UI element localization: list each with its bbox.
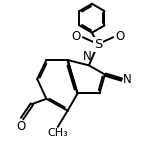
Text: S: S bbox=[94, 38, 102, 51]
Text: O: O bbox=[71, 30, 81, 43]
Text: N: N bbox=[83, 50, 92, 63]
Text: O: O bbox=[115, 30, 125, 43]
Text: N: N bbox=[123, 73, 132, 86]
Text: O: O bbox=[17, 120, 26, 133]
Text: CH₃: CH₃ bbox=[47, 128, 68, 138]
